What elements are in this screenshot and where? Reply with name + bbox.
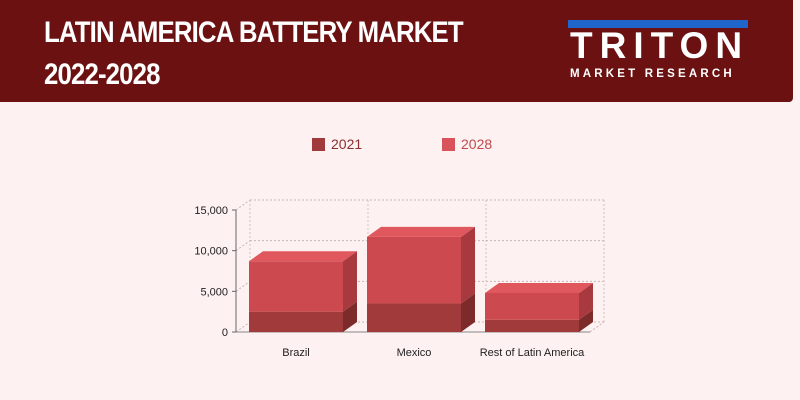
legend-item-2028: 2028 (442, 136, 492, 152)
bar-2021-1 (367, 303, 461, 332)
page-title: LATIN AMERICA BATTERY MARKET 2022-2028 (44, 12, 464, 96)
logo-bar (568, 20, 748, 28)
triton-logo: TRITON MARKET RESEARCH (568, 18, 758, 84)
legend-item-2021: 2021 (312, 136, 362, 152)
bar-side-2028-1 (461, 226, 475, 304)
logo-subtitle: MARKET RESEARCH (570, 68, 735, 80)
title-line-1: LATIN AMERICA BATTERY MARKET (44, 16, 464, 49)
legend-swatch-2028 (442, 137, 455, 151)
x-tick-label-2: Rest of Latin America (480, 347, 585, 359)
bar-2028-2 (485, 292, 579, 320)
grid-diag-1 (235, 280, 251, 292)
bar-side-2028-0 (343, 251, 357, 312)
grid-diag-3 (235, 199, 251, 211)
chart-legend: 2021 2028 (0, 136, 800, 156)
bar-side-2021-2 (579, 309, 593, 332)
bar-2021-2 (485, 319, 579, 332)
bar-2021-0 (249, 311, 343, 332)
floor-diag-left (235, 321, 251, 333)
floor-diag-right (589, 321, 605, 333)
logo-word: TRITON (570, 25, 750, 66)
grid-diag-2 (235, 240, 251, 252)
bar-side-2028-2 (579, 282, 593, 320)
bar-2028-1 (367, 236, 461, 304)
title-line-2: 2022-2028 (44, 58, 161, 91)
bar-side-2021-0 (343, 301, 357, 332)
x-tick-label-0: Brazil (282, 347, 310, 359)
y-tick-label-0: 0 (222, 327, 228, 339)
bar-2028-0 (249, 261, 343, 312)
legend-label-2021: 2021 (331, 136, 363, 152)
header-banner: LATIN AMERICA BATTERY MARKET 2022-2028 T… (0, 0, 793, 102)
legend-label-2028: 2028 (461, 136, 493, 152)
y-tick-label-1: 5,000 (200, 286, 228, 298)
x-tick-label-1: Mexico (397, 347, 432, 359)
bar-top-1 (367, 226, 475, 237)
bar-top-0 (249, 251, 357, 262)
legend-swatch-2021 (312, 137, 325, 151)
y-tick-label-2: 10,000 (194, 246, 228, 258)
bar-top-2 (485, 282, 593, 293)
bar-side-2021-1 (461, 293, 475, 332)
y-tick-label-3: 15,000 (194, 205, 228, 217)
